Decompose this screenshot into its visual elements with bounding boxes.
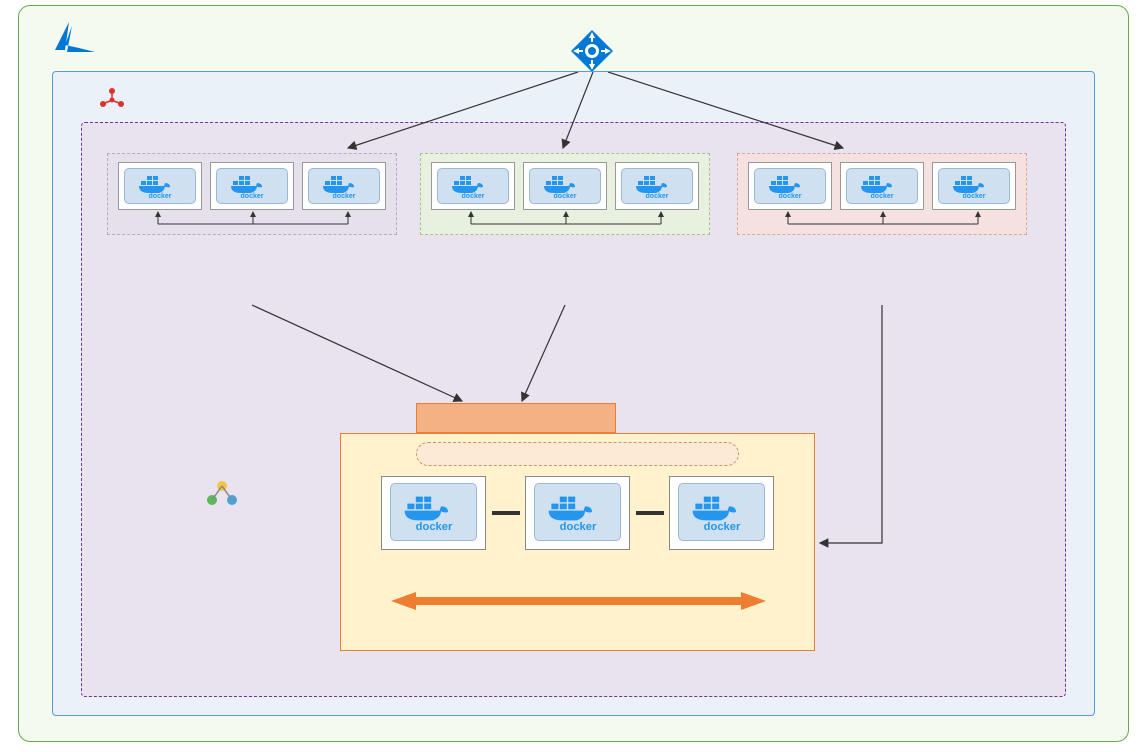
outer-container: docker docker docker — [18, 5, 1129, 742]
node-connector — [636, 511, 664, 515]
load-balancer-icon — [569, 28, 615, 74]
group-ncache-manager: docker docker docker — [737, 151, 1027, 235]
azure-icon — [54, 20, 96, 56]
service-arrows — [118, 210, 388, 226]
docker-icon: docker — [621, 168, 693, 204]
java-nodes-row: docker docker docker — [431, 162, 699, 210]
ncache-logo — [202, 478, 242, 513]
node-connector — [492, 511, 520, 515]
service-arrows — [431, 210, 701, 226]
svg-text:docker: docker — [415, 521, 452, 532]
net-server-box: docker docker docker — [107, 153, 397, 235]
azure-header — [54, 20, 106, 56]
node-box: docker — [932, 162, 1016, 210]
scalability-arrow-icon — [391, 592, 766, 610]
svg-text:docker: docker — [241, 193, 264, 199]
node-box: docker — [615, 162, 699, 210]
cluster-node: docker — [669, 476, 774, 550]
blue-container: docker docker docker — [52, 71, 1095, 716]
docker-icon: docker — [124, 168, 196, 204]
svg-text:docker: docker — [462, 193, 485, 199]
cache-discovery-box — [416, 403, 616, 433]
cluster-nodes-row: docker docker docker — [381, 476, 774, 550]
service-fabric-icon — [98, 86, 126, 114]
node-box: docker — [840, 162, 924, 210]
docker-icon: docker — [754, 168, 826, 204]
svg-text:docker: docker — [149, 193, 172, 199]
docker-icon: docker — [846, 168, 918, 204]
node-box: docker — [523, 162, 607, 210]
service-fabric-header — [98, 86, 134, 114]
svg-text:docker: docker — [646, 193, 669, 199]
docker-icon: docker — [529, 168, 601, 204]
docker-icon: docker — [938, 168, 1010, 204]
docker-icon: docker — [678, 483, 765, 541]
net-nodes-row: docker docker docker — [118, 162, 386, 210]
group-net-apps: docker docker docker — [107, 151, 397, 235]
node-box: docker — [431, 162, 515, 210]
svg-text:docker: docker — [871, 193, 894, 199]
svg-text:docker: docker — [559, 521, 596, 532]
service-arrows — [748, 210, 1018, 226]
docker-icon: docker — [437, 168, 509, 204]
svg-text:docker: docker — [333, 193, 356, 199]
docker-icon: docker — [390, 483, 477, 541]
docker-icon: docker — [308, 168, 380, 204]
node-box: docker — [118, 162, 202, 210]
java-server-box: docker docker docker — [420, 153, 710, 235]
svg-text:docker: docker — [703, 521, 740, 532]
node-box: docker — [302, 162, 386, 210]
svg-text:docker: docker — [963, 193, 986, 199]
docker-icon: docker — [534, 483, 621, 541]
cluster-node: docker — [381, 476, 486, 550]
purple-container: docker docker docker — [81, 122, 1066, 697]
node-box: docker — [748, 162, 832, 210]
svg-text:docker: docker — [779, 193, 802, 199]
mem-cpu-label — [416, 442, 739, 466]
docker-icon: docker — [216, 168, 288, 204]
node-box: docker — [210, 162, 294, 210]
cluster-node: docker — [525, 476, 630, 550]
group-java-apps: docker docker docker — [420, 151, 710, 235]
ncache-nodes-row: docker docker docker — [748, 162, 1016, 210]
ncache-server-box: docker docker docker — [737, 153, 1027, 235]
ncache-cluster-box: docker docker docker — [340, 433, 815, 651]
svg-text:docker: docker — [554, 193, 577, 199]
